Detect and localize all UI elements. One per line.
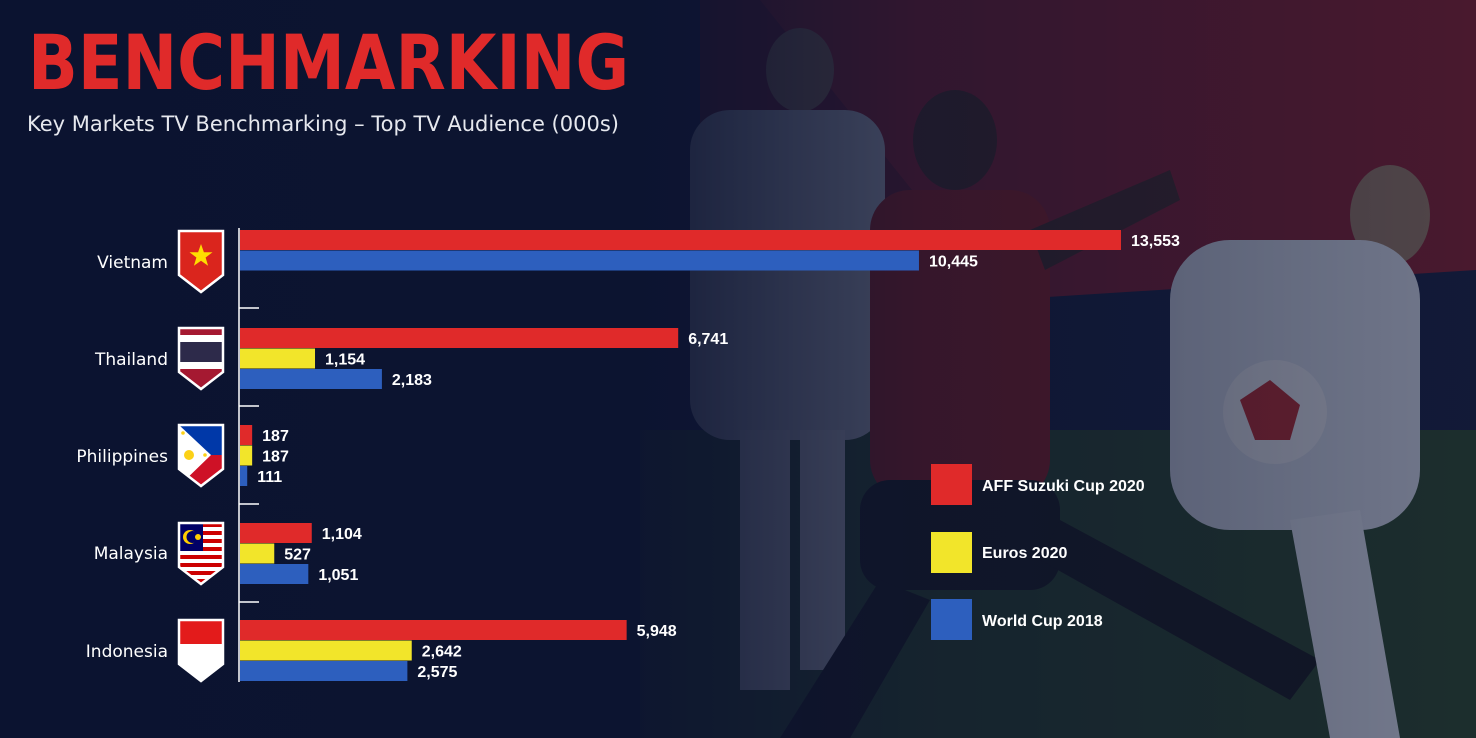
bar-malaysia-euros	[240, 543, 275, 564]
bar-philippines-worldcup	[240, 466, 248, 486]
category-separators	[239, 307, 259, 603]
bar-label-thailand-euros: 1,154	[325, 352, 365, 369]
bar-label-philippines-aff: 187	[262, 428, 289, 445]
bar-thailand-worldcup	[240, 369, 382, 389]
bar-label-malaysia-aff: 1,104	[322, 526, 362, 543]
bar-label-indonesia-euros: 2,642	[422, 644, 462, 661]
category-label-thailand: Thailand	[94, 350, 168, 370]
malaysia-flag-icon	[177, 521, 225, 586]
bar-philippines-aff	[240, 425, 253, 445]
bar-indonesia-aff	[240, 620, 627, 640]
bar-label-thailand-worldcup: 2,183	[392, 372, 432, 389]
bar-label-thailand-aff: 6,741	[688, 331, 728, 348]
bar-malaysia-aff	[240, 523, 312, 543]
bars-group: 13,553 10,445 6,741 1,154 2,183 187 187 111 1,10…	[240, 230, 1180, 681]
category-label-malaysia: Malaysia	[94, 544, 168, 564]
legend-label-euros: Euros 2020	[982, 545, 1067, 562]
bar-label-philippines-worldcup: 111	[257, 469, 282, 486]
bar-thailand-euros	[240, 348, 316, 369]
bar-indonesia-worldcup	[240, 661, 408, 681]
bar-label-vietnam-worldcup: 10,445	[929, 254, 978, 271]
legend: AFF Suzuki Cup 2020 Euros 2020 World Cup…	[931, 464, 1145, 640]
legend-swatch-worldcup	[931, 599, 972, 640]
bar-malaysia-worldcup	[240, 564, 309, 584]
bar-vietnam-aff	[240, 230, 1121, 250]
legend-swatch-aff	[931, 464, 972, 505]
bar-thailand-aff	[240, 328, 679, 348]
thailand-flag-icon	[177, 326, 225, 391]
indonesia-flag-icon	[177, 618, 225, 683]
page-subtitle: Key Markets TV Benchmarking – Top TV Aud…	[27, 112, 619, 136]
bar-philippines-euros	[240, 445, 253, 466]
bar-label-indonesia-worldcup: 2,575	[417, 664, 457, 681]
bar-indonesia-euros	[240, 640, 412, 661]
bar-label-vietnam-aff: 13,553	[1131, 233, 1180, 250]
category-label-vietnam: Vietnam	[97, 253, 168, 273]
category-label-indonesia: Indonesia	[86, 642, 168, 662]
legend-label-worldcup: World Cup 2018	[982, 613, 1103, 630]
legend-label-aff: AFF Suzuki Cup 2020	[982, 478, 1145, 495]
bar-label-malaysia-euros: 527	[284, 547, 311, 564]
legend-swatch-euros	[931, 532, 972, 573]
bar-vietnam-worldcup	[240, 250, 919, 271]
vietnam-flag-icon	[177, 229, 225, 294]
bar-label-malaysia-worldcup: 1,051	[318, 567, 358, 584]
page-title: BENCHMARKING	[28, 18, 630, 107]
bar-label-indonesia-aff: 5,948	[637, 623, 677, 640]
category-label-philippines: Philippines	[76, 447, 168, 467]
philippines-flag-icon	[177, 423, 225, 488]
bar-label-philippines-euros: 187	[262, 449, 289, 466]
